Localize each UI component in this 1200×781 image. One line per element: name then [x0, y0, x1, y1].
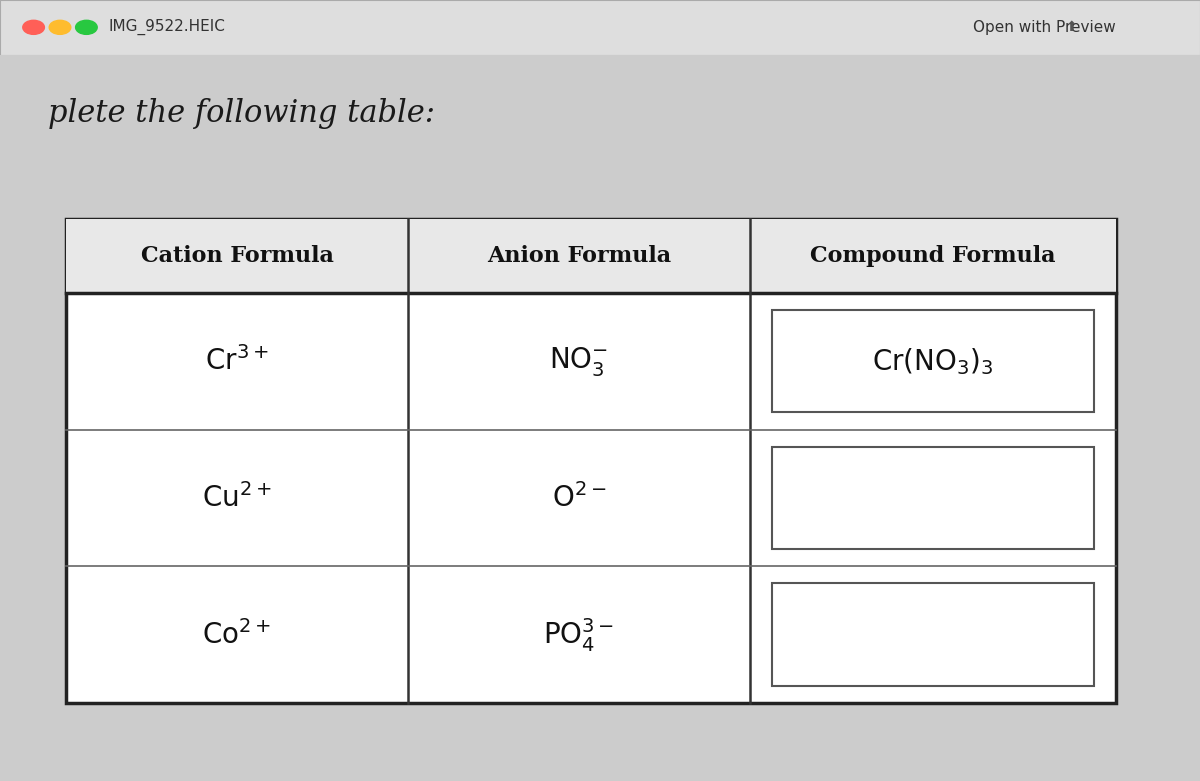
Text: Anion Formula: Anion Formula: [487, 244, 671, 267]
Circle shape: [23, 20, 44, 34]
FancyBboxPatch shape: [0, 0, 1200, 55]
Circle shape: [49, 20, 71, 34]
FancyBboxPatch shape: [772, 583, 1094, 686]
Text: $\rm Cr(NO_3)_3$: $\rm Cr(NO_3)_3$: [872, 346, 994, 376]
Text: $\rm PO_4^{3-}$: $\rm PO_4^{3-}$: [544, 615, 614, 654]
FancyBboxPatch shape: [772, 447, 1094, 549]
Text: ⬆: ⬆: [1066, 20, 1078, 34]
Text: Cation Formula: Cation Formula: [140, 244, 334, 267]
Text: $\rm O^{2-}$: $\rm O^{2-}$: [552, 483, 606, 513]
Text: Open with Preview: Open with Preview: [973, 20, 1116, 35]
Text: plete the following table:: plete the following table:: [48, 98, 436, 129]
Text: $\rm Co^{2+}$: $\rm Co^{2+}$: [203, 619, 271, 650]
Text: $\rm Cr^{3+}$: $\rm Cr^{3+}$: [205, 346, 269, 376]
FancyBboxPatch shape: [66, 219, 1116, 293]
Text: $\rm NO_3^{-}$: $\rm NO_3^{-}$: [550, 344, 608, 378]
Text: IMG_9522.HEIC: IMG_9522.HEIC: [108, 20, 224, 35]
Text: Compound Formula: Compound Formula: [810, 244, 1056, 267]
FancyBboxPatch shape: [772, 310, 1094, 412]
FancyBboxPatch shape: [66, 219, 1116, 703]
FancyBboxPatch shape: [0, 55, 1200, 781]
Circle shape: [76, 20, 97, 34]
Text: $\rm Cu^{2+}$: $\rm Cu^{2+}$: [202, 483, 272, 513]
